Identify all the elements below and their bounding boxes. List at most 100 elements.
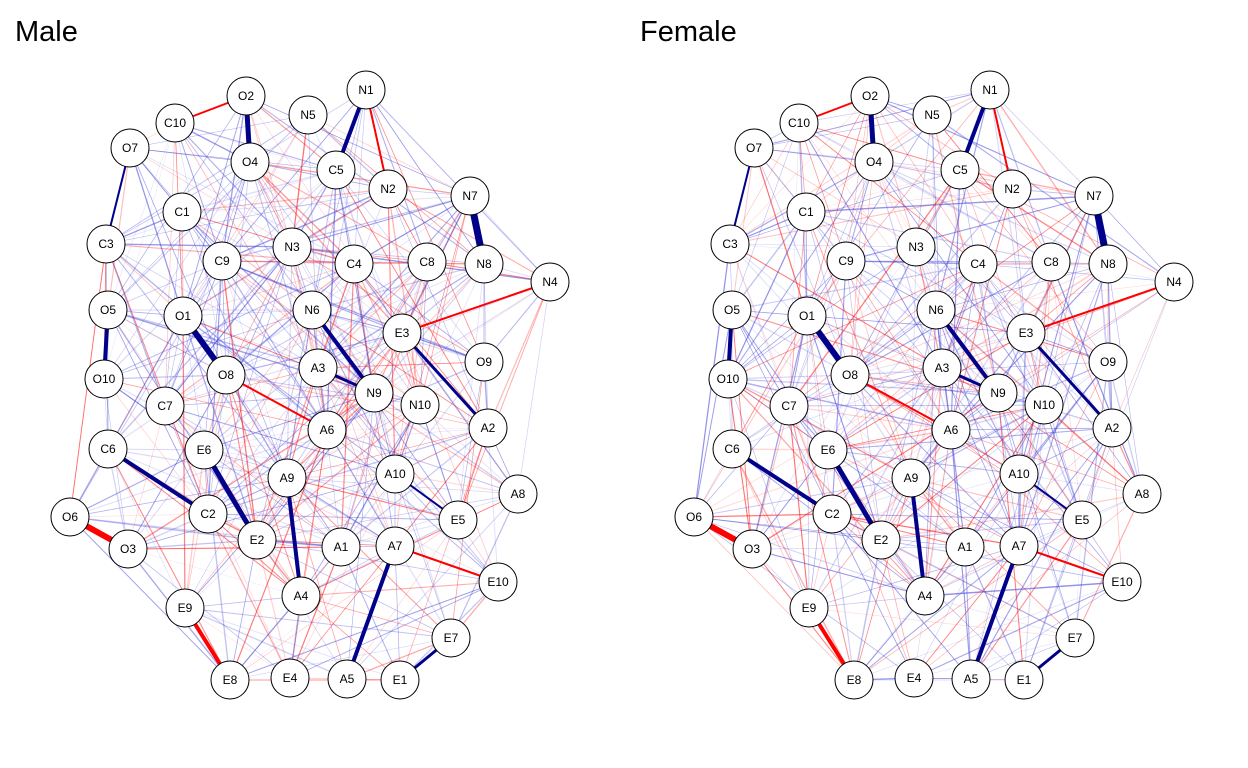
node-label-N9: N9: [366, 386, 382, 400]
node-label-O6: O6: [686, 510, 702, 524]
edge-O2-C9: [845, 95, 871, 262]
node-E10: E10: [478, 562, 518, 602]
node-O6: O6: [674, 497, 714, 537]
edge-N6-A10: [935, 309, 1020, 475]
edge-A9-C9: [845, 260, 912, 479]
node-circle-N4: [530, 262, 570, 302]
edge-C1-C4: [181, 211, 355, 265]
edge-E5-E7: [1074, 519, 1083, 639]
female-panel-title: Female: [640, 16, 737, 48]
edge-N2-C3: [729, 188, 1013, 245]
edge-O10-A1: [727, 378, 966, 548]
edge-N9-C2: [207, 392, 375, 515]
edge-N5-C3: [729, 114, 933, 245]
edge-N6-A10: [311, 309, 396, 475]
edge-E3-O4: [873, 161, 1027, 334]
edge-N9-A5: [346, 392, 375, 680]
edge-O4-O10: [727, 161, 875, 380]
edge-O1-O6: [69, 315, 184, 518]
node-label-E5: E5: [1075, 513, 1090, 527]
edge-N10-O4: [249, 161, 421, 406]
node-C7: C7: [145, 386, 185, 426]
node-label-A7: A7: [388, 539, 403, 553]
node-circle-E9: [165, 588, 205, 628]
node-label-C1: C1: [174, 205, 190, 219]
node-label-C10: C10: [164, 116, 186, 130]
node-label-A10: A10: [384, 467, 406, 481]
node-label-O2: O2: [238, 89, 254, 103]
edge-N8-N10: [419, 263, 485, 406]
node-circle-N6: [916, 290, 956, 330]
node-C1: C1: [162, 192, 202, 232]
edge-E7-O9: [1074, 361, 1109, 639]
edge-O3-C7: [127, 405, 166, 550]
edge-O3-A10: [751, 473, 1020, 550]
edge-E9-A6: [184, 429, 328, 609]
edge-N10-A4: [300, 404, 421, 597]
edge-N8-C5: [959, 169, 1109, 265]
node-label-E7: E7: [1068, 631, 1083, 645]
edge-A5-A8: [346, 493, 519, 680]
edge-N9-C1: [181, 211, 375, 394]
node-E9: E9: [165, 588, 205, 628]
edge-O3-A1: [751, 546, 966, 550]
edge-A4-A6: [924, 429, 952, 597]
edge-N10-A8: [1043, 404, 1143, 495]
node-O1: O1: [163, 296, 203, 336]
node-circle-E2: [237, 520, 277, 560]
edge-E6-O3: [751, 449, 829, 550]
edge-N4-N7: [469, 195, 551, 283]
edge-E8-A1: [853, 546, 966, 681]
edge-O10-A6: [727, 378, 952, 431]
edge-A3-A7: [941, 367, 1020, 547]
edge-A9-C1: [805, 211, 912, 479]
node-label-O5: O5: [100, 303, 116, 317]
edge-O1-O3: [751, 315, 808, 550]
node-label-O7: O7: [122, 141, 138, 155]
edge-O4-O5: [107, 161, 251, 311]
edge-O6-A6: [693, 429, 952, 518]
edge-E9-C7: [788, 405, 810, 609]
node-circle-O4: [230, 142, 270, 182]
node-N5: N5: [912, 95, 952, 135]
edge-N4-N9: [373, 281, 551, 394]
edge-E1-A2: [399, 427, 489, 681]
edge-A9-C3: [105, 243, 288, 479]
edge-E3-E6: [203, 332, 403, 451]
node-E8: E8: [210, 660, 250, 700]
node-circle-E1: [380, 660, 420, 700]
edge-E3-O4: [249, 161, 403, 334]
node-label-E9: E9: [178, 601, 193, 615]
female-network-graph: N1 N2 N3 N4 N5 N6 N7 N8 N9 N10 E1 E2 E3 E4 E5 E6 E7 E8 E9 E…: [674, 70, 1194, 700]
node-label-C9: C9: [214, 254, 230, 268]
node-circle-N1: [346, 70, 386, 110]
edge-N10-A4: [924, 404, 1045, 597]
node-O10: O10: [84, 359, 124, 399]
node-circle-E7: [431, 618, 471, 658]
edge-E7-A9: [910, 477, 1076, 639]
edge-E7-A4: [924, 595, 1076, 639]
edge-O10-A1: [103, 378, 342, 548]
edge-E6-A3: [827, 367, 943, 451]
node-label-O5: O5: [724, 303, 740, 317]
edge-O1-A10: [182, 315, 396, 475]
edge-A6-C3: [105, 243, 328, 431]
edge-E6-A1: [827, 449, 966, 548]
edge-O10-C9: [103, 260, 223, 380]
edge-E9-A10: [808, 473, 1020, 609]
strong-edge-A7-A5: [969, 544, 1021, 681]
node-circle-A9: [267, 458, 307, 498]
edge-N3-C7: [788, 246, 917, 407]
edge-O5-C10: [107, 122, 176, 311]
node-A7: A7: [999, 526, 1039, 566]
node-C2: C2: [812, 494, 852, 534]
node-label-C9: C9: [838, 254, 854, 268]
edge-E2-E7: [256, 539, 452, 639]
node-label-O3: O3: [744, 542, 760, 556]
edge-E3-C1: [805, 211, 1027, 334]
edge-A9-C9: [221, 260, 288, 479]
edge-E7-E9: [184, 607, 452, 639]
edge-E3-O5: [731, 309, 1027, 334]
edge-N5-E3: [307, 114, 403, 334]
edge-A3-C10: [798, 122, 943, 369]
